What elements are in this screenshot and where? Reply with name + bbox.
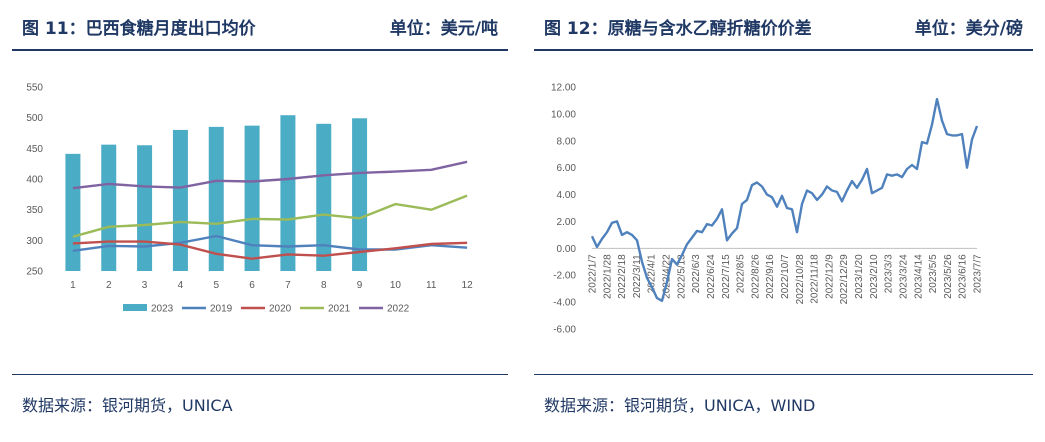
right-x-tick-label: 2023/2/10	[869, 254, 880, 299]
right-x-tick-label: 2022/6/3	[691, 254, 702, 293]
right-y-tick-label: 8.00	[557, 136, 577, 147]
right-chart-title: 图 12：原糖与含水乙醇折糖价价差	[544, 19, 812, 39]
left-bar-2023	[137, 145, 153, 271]
right-x-tick-label: 2022/11/18	[810, 254, 821, 304]
right-x-tick-label: 2022/10/28	[795, 254, 806, 304]
right-x-tick-label: 2023/6/16	[958, 254, 969, 299]
left-line-2021	[72, 194, 468, 238]
legend-label-2020: 2020	[269, 304, 292, 315]
right-x-tick-label: 2022/5/13	[676, 254, 687, 299]
right-x-tick-label: 2022/10/7	[780, 254, 791, 299]
left-x-tick-label: 2	[106, 280, 112, 291]
right-y-tick-label: 2.00	[557, 217, 577, 228]
right-chart-plot: 12.00 10.00 8.00 6.00 4.00 2.00 0.00 -2.00 -4.00…	[551, 83, 984, 336]
right-x-tick-label: 2023/7/7	[973, 254, 984, 293]
legend-label-2021: 2021	[328, 304, 351, 315]
legend-label-2023: 2023	[151, 304, 174, 315]
left-y-tick-label: 300	[26, 236, 43, 247]
right-x-tick-label: 2022/2/18	[617, 254, 628, 299]
left-chart-header: 图 11：巴西食糖月度出口均价 单位：美元/吨	[22, 14, 498, 44]
left-y-tick-label: 400	[26, 175, 43, 186]
right-y-tick-label: -4.00	[553, 298, 576, 309]
right-chart-unit: 单位：美分/磅	[914, 19, 1023, 39]
right-y-tick-label: -2.00	[553, 271, 576, 282]
right-x-tick-label: 2022/4/1	[647, 254, 658, 293]
left-y-tick-label: 500	[26, 113, 43, 124]
left-bar-2023	[208, 126, 224, 271]
right-y-tick-label: -6.00	[553, 325, 576, 336]
right-x-tick-label: 2023/1/20	[854, 254, 865, 299]
left-bar-2023	[65, 153, 81, 271]
right-bottom-rule	[534, 374, 1033, 375]
right-top-rule	[534, 49, 1033, 51]
right-y-tick-label: 6.00	[557, 163, 577, 174]
left-y-tick-label: 250	[26, 267, 43, 278]
right-x-tick-label: 2023/5/26	[943, 254, 954, 299]
right-x-tick-label: 2022/8/5	[736, 254, 747, 293]
right-y-tick-label: 4.00	[557, 190, 577, 201]
left-chart-source: 数据来源：银河期货，UNICA	[22, 396, 233, 415]
left-y-tick-label: 550	[26, 83, 43, 94]
left-line-2019	[72, 234, 468, 252]
left-x-tick-label: 4	[178, 280, 184, 291]
right-x-tick-label: 2022/7/15	[721, 254, 732, 299]
left-line-2022	[72, 160, 468, 190]
right-x-tick-label: 2023/4/14	[913, 254, 924, 299]
left-x-tick-label: 11	[426, 280, 437, 291]
right-chart-source: 数据来源：银河期货，UNICA，WIND	[544, 396, 816, 415]
left-bottom-rule	[12, 374, 508, 375]
left-x-tick-label: 3	[142, 280, 148, 291]
left-bar-2023	[244, 125, 260, 271]
right-y-tick-label: 0.00	[557, 244, 577, 255]
left-chart-unit: 单位：美元/吨	[389, 19, 498, 39]
right-chart-panel: 图 12：原糖与含水乙醇折糖价价差 单位：美分/磅 12.00 10.00 8.00…	[522, 0, 1045, 442]
right-spread-line	[590, 97, 979, 303]
legend-label-2022: 2022	[387, 304, 410, 315]
left-bar-2023	[101, 144, 117, 271]
right-x-tick-label: 2022/3/11	[632, 254, 643, 298]
left-top-rule	[12, 49, 508, 51]
left-y-tick-label: 350	[26, 205, 43, 216]
right-y-tick-label: 10.00	[551, 109, 576, 120]
right-chart-header: 图 12：原糖与含水乙醇折糖价价差 单位：美分/磅	[544, 14, 1023, 44]
right-x-tick-label: 2022/12/9	[824, 254, 835, 299]
right-x-tick-label: 2023/3/3	[884, 254, 895, 293]
right-y-tick-label: 12.00	[551, 83, 576, 94]
left-bar-2023	[352, 118, 368, 271]
left-x-tick-label: 9	[357, 280, 363, 291]
left-x-tick-label: 6	[249, 280, 255, 291]
left-chart-panel: 图 11：巴西食糖月度出口均价 单位：美元/吨 250 300 350 400 450 5…	[0, 0, 520, 442]
left-bar-2023	[172, 129, 188, 271]
left-x-tick-label: 12	[462, 280, 474, 291]
legend-label-2019: 2019	[210, 304, 233, 315]
right-x-tick-label: 2022/8/26	[750, 254, 761, 299]
right-x-tick-label: 2022/1/7	[588, 254, 599, 293]
left-x-tick-label: 7	[285, 280, 291, 291]
left-x-tick-label: 1	[70, 280, 76, 291]
right-x-tick-label: 2023/3/24	[898, 254, 909, 299]
right-x-tick-label: 2022/6/24	[706, 254, 717, 299]
left-chart-title: 图 11：巴西食糖月度出口均价	[22, 19, 256, 39]
right-x-tick-label: 2022/9/16	[765, 254, 776, 299]
left-y-tick-label: 450	[26, 144, 43, 155]
left-bar-2023	[280, 115, 296, 271]
left-line-2020	[72, 240, 468, 260]
legend-swatch-2023	[123, 304, 147, 311]
left-x-tick-label: 5	[213, 280, 219, 291]
left-bar-2023	[316, 123, 332, 271]
right-x-tick-label: 2023/5/5	[928, 254, 939, 293]
right-x-tick-label: 2022/12/29	[839, 254, 850, 304]
left-x-tick-label: 10	[390, 280, 402, 291]
right-x-tick-label: 2022/1/28	[602, 254, 613, 299]
left-x-tick-label: 8	[321, 280, 327, 291]
